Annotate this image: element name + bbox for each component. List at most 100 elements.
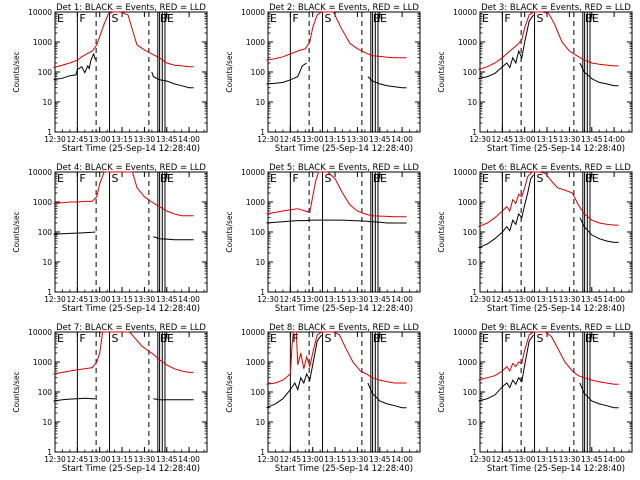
y-tick-label: 1 bbox=[472, 288, 477, 297]
y-tick-label: 1 bbox=[472, 448, 477, 457]
y-tick-label: 10 bbox=[255, 418, 265, 427]
series-line bbox=[478, 174, 619, 249]
phase-marker-label: S bbox=[112, 12, 119, 25]
series-line bbox=[53, 52, 194, 89]
x-tick-label: 13:45 bbox=[369, 455, 391, 464]
phase-marker-label: E bbox=[585, 172, 592, 185]
x-tick-label: 13:00 bbox=[302, 135, 324, 144]
y-tick-label: 100 bbox=[251, 388, 266, 397]
y-tick-label: 1000 bbox=[246, 38, 265, 47]
y-tick-label: 1000 bbox=[458, 38, 477, 47]
chart-title: Det 3: BLACK = Events, RED = LLD bbox=[481, 3, 631, 13]
x-tick-label: 13:45 bbox=[156, 295, 178, 304]
phase-marker-label: E bbox=[167, 12, 174, 25]
x-tick-label: 13:00 bbox=[514, 135, 536, 144]
phase-marker-label: E bbox=[270, 332, 277, 345]
phase-marker-label: F bbox=[292, 172, 298, 185]
chart-panel: Det 3: BLACK = Events, RED = LLD 1 10 100 10… bbox=[437, 3, 633, 154]
x-tick-label: 13:15 bbox=[111, 295, 133, 304]
y-tick-label: 10 bbox=[467, 258, 477, 267]
y-tick-label: 10000 bbox=[28, 328, 52, 337]
phase-marker-label: S bbox=[537, 332, 544, 345]
y-tick-label: 10000 bbox=[453, 8, 477, 17]
x-tick-label: 12:30 bbox=[469, 295, 491, 304]
y-axis-label: Counts/sec bbox=[12, 371, 21, 412]
y-tick-label: 100 bbox=[251, 228, 266, 237]
x-tick-label: 14:00 bbox=[178, 295, 200, 304]
phase-marker-label: S bbox=[112, 172, 119, 185]
x-tick-label: 12:45 bbox=[67, 295, 89, 304]
y-axis-label: Counts/sec bbox=[225, 211, 234, 252]
y-tick-label: 10 bbox=[42, 418, 52, 427]
x-tick-label: 13:00 bbox=[89, 455, 111, 464]
x-tick-label: 13:45 bbox=[156, 135, 178, 144]
phase-marker-label: S bbox=[325, 172, 332, 185]
phase-marker-label: F bbox=[164, 172, 170, 185]
series-line bbox=[266, 219, 407, 224]
y-tick-label: 10000 bbox=[28, 168, 52, 177]
phase-marker-label: E bbox=[592, 172, 599, 185]
chart-title: Det 9: BLACK = Events, RED = LLD bbox=[481, 323, 631, 333]
y-tick-label: 10 bbox=[42, 258, 52, 267]
chart-title: Det 8: BLACK = Events, RED = LLD bbox=[269, 323, 419, 333]
y-tick-label: 1 bbox=[47, 128, 52, 137]
phase-marker-label: E bbox=[160, 172, 167, 185]
chart-panel: Det 1: BLACK = Events, RED = LLD 1 10 100 10… bbox=[12, 3, 208, 154]
chart-title: Det 2: BLACK = Events, RED = LLD bbox=[269, 3, 419, 13]
x-tick-label: 13:45 bbox=[581, 455, 603, 464]
x-tick-label: 13:00 bbox=[514, 455, 536, 464]
phase-marker-label: E bbox=[57, 172, 64, 185]
y-tick-label: 10 bbox=[255, 258, 265, 267]
phase-marker-label: F bbox=[589, 332, 595, 345]
phase-marker-label: E bbox=[160, 12, 167, 25]
y-tick-label: 10 bbox=[467, 98, 477, 107]
phase-marker-label: E bbox=[380, 332, 387, 345]
phase-marker-label: S bbox=[112, 332, 119, 345]
y-tick-label: 100 bbox=[38, 228, 53, 237]
chart-panel: Det 6: BLACK = Events, RED = LLD 1 10 100 10… bbox=[437, 163, 633, 314]
y-tick-label: 100 bbox=[38, 68, 53, 77]
x-tick-label: 12:30 bbox=[44, 135, 66, 144]
y-tick-label: 1000 bbox=[33, 358, 52, 367]
y-axis-label: Counts/sec bbox=[437, 51, 446, 92]
x-tick-label: 13:00 bbox=[89, 295, 111, 304]
y-axis-label: Counts/sec bbox=[225, 51, 234, 92]
x-axis-label: Start Time (25-Sep-14 12:28:40) bbox=[487, 304, 625, 314]
series-line bbox=[478, 331, 619, 385]
y-tick-label: 1000 bbox=[246, 198, 265, 207]
x-tick-label: 12:30 bbox=[44, 455, 66, 464]
y-tick-label: 10 bbox=[255, 98, 265, 107]
x-axis-label: Start Time (25-Sep-14 12:28:40) bbox=[275, 464, 413, 474]
phase-marker-label: F bbox=[377, 12, 383, 25]
chart-panel: Det 4: BLACK = Events, RED = LLD 1 10 100 10… bbox=[12, 163, 208, 314]
y-axis-label: Counts/sec bbox=[225, 371, 234, 412]
chart-panel: Det 7: BLACK = Events, RED = LLD 1 10 100 10… bbox=[12, 323, 208, 474]
chart-title: Det 5: BLACK = Events, RED = LLD bbox=[269, 163, 419, 173]
phase-marker-label: F bbox=[504, 172, 510, 185]
x-tick-label: 13:00 bbox=[514, 295, 536, 304]
phase-marker-label: F bbox=[377, 172, 383, 185]
x-tick-label: 12:30 bbox=[257, 135, 279, 144]
y-tick-label: 1 bbox=[260, 288, 265, 297]
x-tick-label: 13:30 bbox=[347, 135, 369, 144]
x-tick-label: 13:30 bbox=[347, 295, 369, 304]
phase-marker-label: F bbox=[504, 332, 510, 345]
chart-panel: Det 5: BLACK = Events, RED = LLD 1 10 100 10… bbox=[225, 163, 421, 314]
chart-title: Det 1: BLACK = Events, RED = LLD bbox=[56, 3, 206, 13]
phase-marker-label: E bbox=[482, 332, 489, 345]
y-tick-label: 1 bbox=[47, 288, 52, 297]
x-tick-label: 13:30 bbox=[347, 455, 369, 464]
series-line bbox=[478, 334, 619, 409]
series-line bbox=[53, 171, 194, 217]
phase-marker-label: E bbox=[585, 332, 592, 345]
x-tick-label: 14:00 bbox=[178, 455, 200, 464]
phase-marker-label: F bbox=[164, 332, 170, 345]
y-axis-label: Counts/sec bbox=[437, 371, 446, 412]
phase-marker-label: E bbox=[585, 12, 592, 25]
y-tick-label: 10000 bbox=[241, 328, 265, 337]
phase-marker-label: E bbox=[482, 172, 489, 185]
y-tick-label: 10000 bbox=[241, 168, 265, 177]
x-tick-label: 13:45 bbox=[369, 295, 391, 304]
series-line bbox=[53, 11, 194, 69]
chart-title: Det 7: BLACK = Events, RED = LLD bbox=[56, 323, 206, 333]
